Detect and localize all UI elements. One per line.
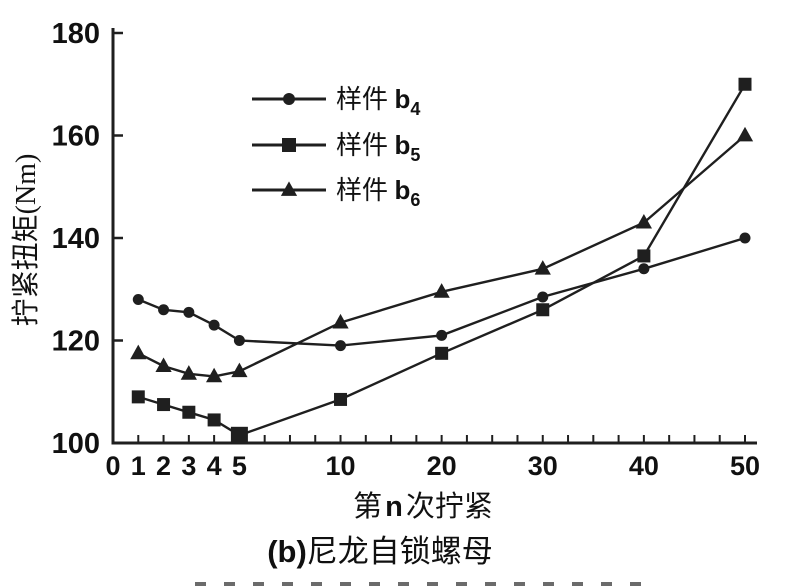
legend-marker-square — [282, 138, 296, 152]
data-point-b6-triangle — [155, 357, 172, 373]
cropped-next-line-text — [195, 582, 650, 586]
data-point-b4-circle — [208, 319, 220, 331]
data-point-b4-circle — [132, 294, 144, 305]
data-point-b5-square — [435, 346, 449, 360]
x-tick-label: 50 — [730, 451, 760, 481]
data-point-b5-square — [334, 392, 348, 406]
legend-marker-triangle — [280, 181, 298, 196]
x-tick-label: 0 — [105, 451, 120, 481]
data-point-b4-circle — [537, 291, 549, 303]
data-point-b5-square — [182, 405, 196, 419]
data-point-b4-circle — [335, 340, 347, 352]
legend-label-b5: 样件 b5 — [336, 130, 420, 165]
x-axis-title-suffix: 次拧紧 — [405, 491, 493, 523]
data-point-b5-square — [131, 390, 145, 404]
legend-marker-circle — [283, 93, 295, 105]
data-point-b6-triangle — [332, 313, 349, 329]
y-tick-label: 100 — [52, 428, 100, 460]
data-point-b6-triangle — [231, 362, 248, 378]
x-tick-label: 5 — [232, 451, 247, 481]
data-point-b5-square — [230, 426, 248, 444]
x-tick-label: 20 — [427, 451, 457, 481]
legend-label-b6: 样件 b6 — [336, 175, 420, 210]
data-point-b4-circle — [436, 329, 448, 341]
data-point-b6-triangle — [635, 213, 652, 229]
y-tick-label: 120 — [52, 326, 100, 358]
x-axis-title-prefix: 第 — [353, 491, 383, 523]
data-point-b5-square — [637, 249, 651, 263]
data-point-b4-circle — [638, 263, 650, 275]
x-tick-label: 10 — [325, 451, 355, 481]
data-point-b6-triangle — [130, 344, 147, 360]
data-point-b4-circle — [739, 232, 751, 244]
figure-caption-text: 尼龙自锁螺母 — [306, 534, 493, 569]
y-tick-label: 140 — [52, 223, 100, 255]
data-point-b6-triangle — [206, 367, 223, 383]
data-point-b4-circle — [158, 304, 170, 316]
y-tick-label: 180 — [52, 18, 100, 50]
x-tick-label: 3 — [181, 451, 196, 481]
data-point-b6-triangle — [534, 260, 551, 275]
x-tick-label: 1 — [131, 451, 146, 481]
series-line-b5 — [137, 83, 747, 437]
x-tick-label: 30 — [528, 451, 558, 481]
x-tick-label: 2 — [156, 451, 171, 481]
data-point-b5-square — [157, 398, 171, 412]
x-tick-label: 40 — [629, 451, 659, 481]
data-point-b5-square — [536, 303, 550, 317]
data-point-b5-square — [207, 413, 221, 427]
x-tick-label: 4 — [207, 451, 222, 481]
data-point-b6-triangle — [180, 365, 197, 380]
figure-caption-index: (b) — [267, 534, 307, 569]
y-axis-title: 拧紧扭矩(Nm) — [11, 153, 42, 327]
data-point-b4-circle — [233, 335, 245, 346]
series-line-b6 — [137, 134, 746, 378]
y-tick-label: 160 — [52, 121, 100, 153]
data-point-b6-triangle — [736, 126, 754, 142]
x-axis-title-variable: n — [385, 491, 403, 523]
data-point-b4-circle — [183, 306, 195, 318]
data-point-b5-square — [738, 77, 752, 91]
figure-caption: (b)尼龙自锁螺母 — [0, 526, 760, 571]
data-point-b6-triangle — [433, 283, 450, 298]
legend-label-b4: 样件 b4 — [336, 84, 420, 119]
x-axis-title: 第 n 次拧紧 — [48, 483, 798, 525]
